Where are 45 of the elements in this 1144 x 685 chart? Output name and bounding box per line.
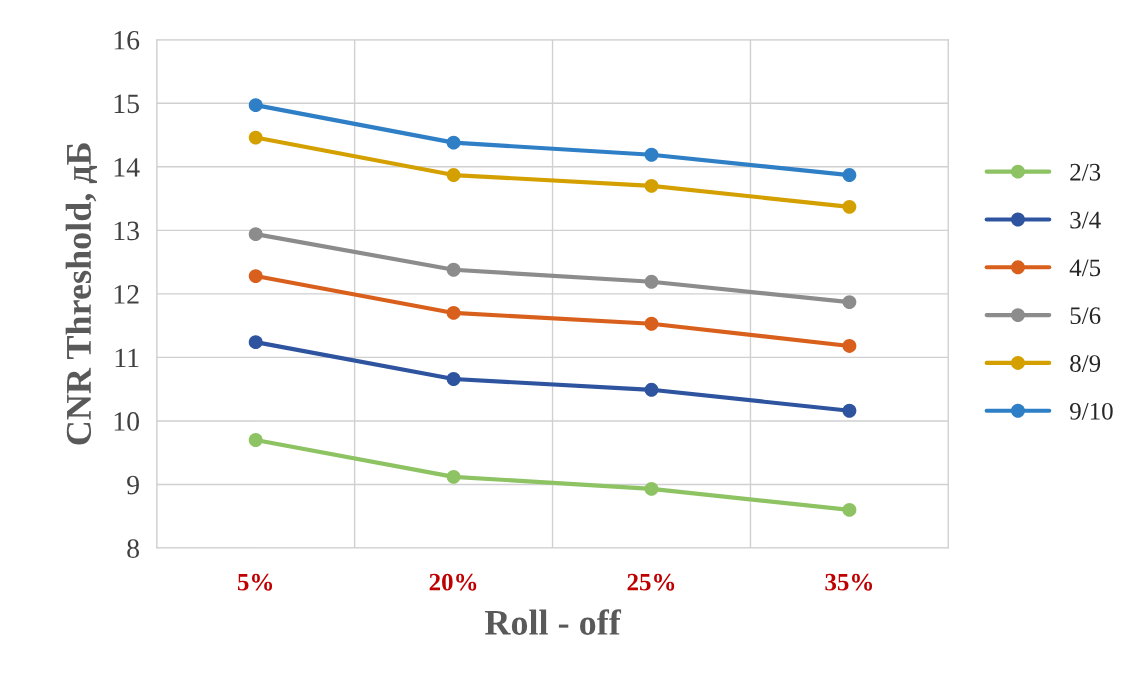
y-tick-label: 8 [127, 539, 139, 558]
point [248, 269, 263, 284]
legend-label: 8/9 [1070, 355, 1101, 372]
legend-label: 2/3 [1070, 163, 1101, 181]
y-tick-label: 13 [114, 221, 139, 241]
legend-label: 4/5 [1069, 259, 1101, 277]
point [644, 481, 659, 496]
x-tick-label: 20% [429, 573, 477, 591]
y-tick-label: 11 [115, 348, 139, 368]
y-tick-label: 16 [114, 30, 140, 50]
point [644, 316, 659, 331]
point [644, 178, 659, 193]
x-tick-label: 25% [627, 573, 675, 591]
point [842, 403, 857, 418]
y-tick-label: 12 [114, 285, 139, 304]
point [248, 130, 263, 145]
y-axis-title: CNR Threshold, дБ [65, 143, 97, 445]
x-tick-label: 35% [825, 573, 873, 591]
point [842, 502, 857, 517]
y-tick-label: 10 [114, 412, 139, 431]
point [446, 168, 461, 182]
point [446, 469, 461, 484]
legend-label: 3/4 [1070, 211, 1101, 229]
y-tick-label: 15 [114, 94, 139, 114]
point [446, 305, 461, 320]
point [446, 372, 461, 386]
point [644, 147, 659, 162]
point [248, 335, 263, 350]
legend-label: 5/6 [1070, 307, 1101, 325]
x-axis-title: Roll - off [484, 609, 622, 635]
point [644, 382, 659, 397]
y-tick-label: 14 [114, 158, 140, 177]
point [842, 168, 857, 182]
point [842, 339, 857, 353]
y-tick-label: 9 [127, 475, 139, 495]
point [842, 295, 857, 310]
point [842, 199, 857, 214]
point [248, 227, 263, 242]
point [248, 98, 263, 113]
point [446, 135, 461, 150]
legend-label: 9/10 [1070, 402, 1113, 420]
point [644, 274, 659, 289]
point [446, 262, 461, 277]
point [248, 433, 263, 447]
x-tick-label: 5% [237, 573, 273, 591]
